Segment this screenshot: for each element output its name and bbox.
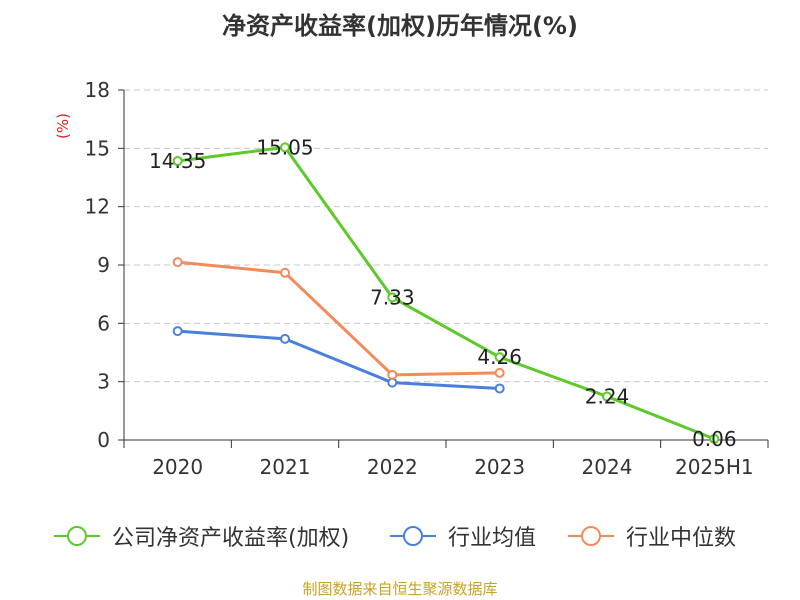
data-point[interactable] <box>494 352 505 363</box>
data-point[interactable] <box>709 433 720 444</box>
data-label: 2.24 <box>585 384 630 408</box>
series-line <box>177 260 500 377</box>
x-tick-label: 2021 <box>260 455 311 479</box>
chart-title: 净资产收益率(加权)历年情况(%) <box>222 12 578 40</box>
data-point[interactable] <box>494 367 505 378</box>
data-point[interactable] <box>387 292 398 303</box>
legend-item-company-roe[interactable]: 公司净资产收益率(加权) <box>52 518 349 554</box>
data-point[interactable] <box>172 257 183 268</box>
x-tick-label: 2022 <box>367 455 418 479</box>
legend-item-industry-median[interactable]: 行业中位数 <box>566 518 736 554</box>
data-source-text: 制图数据来自恒生聚源数据库 <box>302 580 498 598</box>
data-point[interactable] <box>280 267 290 278</box>
y-tick-label: 0 <box>97 428 110 452</box>
series-line <box>177 329 500 390</box>
data-point[interactable] <box>172 155 183 166</box>
data-label: 14.35 <box>149 149 206 173</box>
data-labels: 14.35 15.05 7.33 4.26 2.24 0.06 <box>149 135 737 450</box>
data-point[interactable] <box>172 326 183 337</box>
y-tick-label: 6 <box>97 311 110 335</box>
data-point[interactable] <box>280 333 290 344</box>
legend-marker-industry-median <box>568 526 614 546</box>
axes: 0 3 6 9 12 15 18 2020 2021 2022 2023 2024 2025H1 <box>85 78 769 479</box>
legend-label-company-roe: 公司净资产收益率(加权) <box>112 526 350 551</box>
legend-label-industry-mean: 行业均值 <box>448 526 537 551</box>
legend-marker-company-roe <box>54 526 100 546</box>
grid-lines <box>124 89 768 383</box>
y-tick-label: 3 <box>97 370 110 394</box>
y-tick-label: 9 <box>97 253 110 277</box>
data-point[interactable] <box>280 142 290 153</box>
data-point[interactable] <box>602 391 612 402</box>
data-point[interactable] <box>494 383 505 394</box>
data-label: 4.26 <box>477 345 522 369</box>
x-tick-label: 2025H1 <box>675 455 754 479</box>
legend: 公司净资产收益率(加权) 行业均值 行业中位数 <box>0 518 800 554</box>
y-tick-label: 15 <box>85 136 110 160</box>
x-tick-label: 2020 <box>152 455 203 479</box>
data-label: 0.06 <box>692 427 737 451</box>
data-point[interactable] <box>387 369 398 380</box>
y-tick-label: 18 <box>85 78 110 102</box>
x-tick-label: 2024 <box>582 455 633 479</box>
legend-marker-industry-mean <box>390 526 436 546</box>
y-axis-label: (%) <box>54 113 72 139</box>
legend-item-industry-mean[interactable]: 行业均值 <box>388 518 536 554</box>
legend-label-industry-median: 行业中位数 <box>626 526 737 551</box>
data-label: 15.05 <box>256 135 313 159</box>
x-tick-label: 2023 <box>474 455 525 479</box>
series-lines <box>172 142 720 444</box>
y-tick-label: 12 <box>85 195 110 219</box>
data-label: 7.33 <box>370 285 415 309</box>
series-line <box>177 145 715 441</box>
